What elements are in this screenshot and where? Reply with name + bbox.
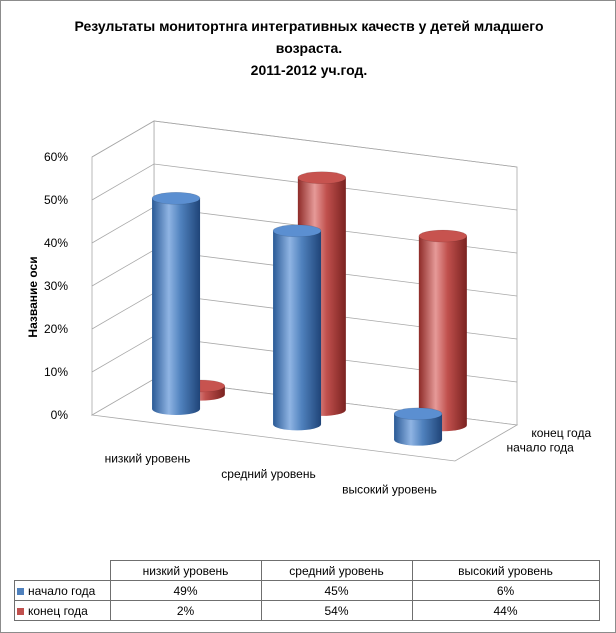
bar-top <box>393 407 443 421</box>
data-table-cell: 45% <box>260 580 413 601</box>
data-table-cell: 44% <box>411 600 600 621</box>
series-depth-label: начало года <box>507 440 575 454</box>
y-tick-label: 60% <box>44 150 68 164</box>
chart-title-line-2: возраста. <box>275 40 343 56</box>
chart-title-line-3: 2011-2012 уч.год. <box>250 62 368 78</box>
category-label: средний уровень <box>221 467 315 481</box>
bar-nachalo-0 <box>151 191 201 415</box>
data-table-header-cell: средний уровень <box>260 560 413 581</box>
chart-plot: 0% 10% 20% 30% 40% 50% 60% низкий уровень средн… <box>26 120 592 497</box>
y-tick-label: 20% <box>44 322 68 336</box>
chart-title: Результаты монитортнга интегративных кач… <box>41 15 577 81</box>
data-table-header: низкий уровень средний уровень высокий у… <box>15 560 600 581</box>
y-axis-ticks: 0% 10% 20% 30% 40% 50% 60% <box>44 150 68 422</box>
legend-key-red <box>17 607 24 615</box>
data-table-cell: 49% <box>109 580 262 601</box>
bar-body <box>418 236 467 432</box>
chart-title-line-1: Результаты монитортнга интегративных кач… <box>74 18 544 34</box>
bar-top <box>418 229 468 243</box>
data-table-series-name: конец года <box>14 600 111 621</box>
bar-body <box>152 198 201 415</box>
y-tick-label: 0% <box>51 408 69 422</box>
bar-konec-2 <box>418 229 468 432</box>
y-tick-label: 30% <box>44 279 68 293</box>
category-label: высокий уровень <box>342 482 437 496</box>
bar-top <box>151 191 201 205</box>
legend-key-blue <box>17 587 24 595</box>
data-table-cell: 6% <box>411 580 600 601</box>
category-label: низкий уровень <box>105 452 191 466</box>
data-table-row: конец года 2% 54% 44% <box>14 600 600 621</box>
y-tick-label: 40% <box>44 236 68 250</box>
y-axis-title: Название оси <box>26 256 40 337</box>
y-tick-label: 10% <box>44 365 68 379</box>
bar-body <box>273 230 322 431</box>
data-table-series-name: начало года <box>14 580 111 601</box>
data-table-cell: 2% <box>109 600 262 621</box>
bar-nachalo-2 <box>393 407 443 446</box>
gridline <box>91 120 518 168</box>
y-tick-label: 50% <box>44 193 68 207</box>
bar-top <box>272 224 322 238</box>
series-depth-label: конец года <box>531 426 591 440</box>
bar-top <box>297 171 347 185</box>
gridline <box>91 163 518 211</box>
data-table-cell: 54% <box>260 600 413 621</box>
data-table: низкий уровень средний уровень высокий у… <box>14 560 600 621</box>
bar-nachalo-1 <box>272 224 322 431</box>
x-axis-labels: низкий уровень средний уровень высокий уро… <box>105 452 437 497</box>
data-table-header-cell: низкий уровень <box>109 560 262 581</box>
data-table-header-cell: высокий уровень <box>411 560 600 581</box>
bars <box>151 171 468 446</box>
bar-body <box>394 413 443 446</box>
data-table-row: начало года 49% 45% 6% <box>14 580 600 601</box>
